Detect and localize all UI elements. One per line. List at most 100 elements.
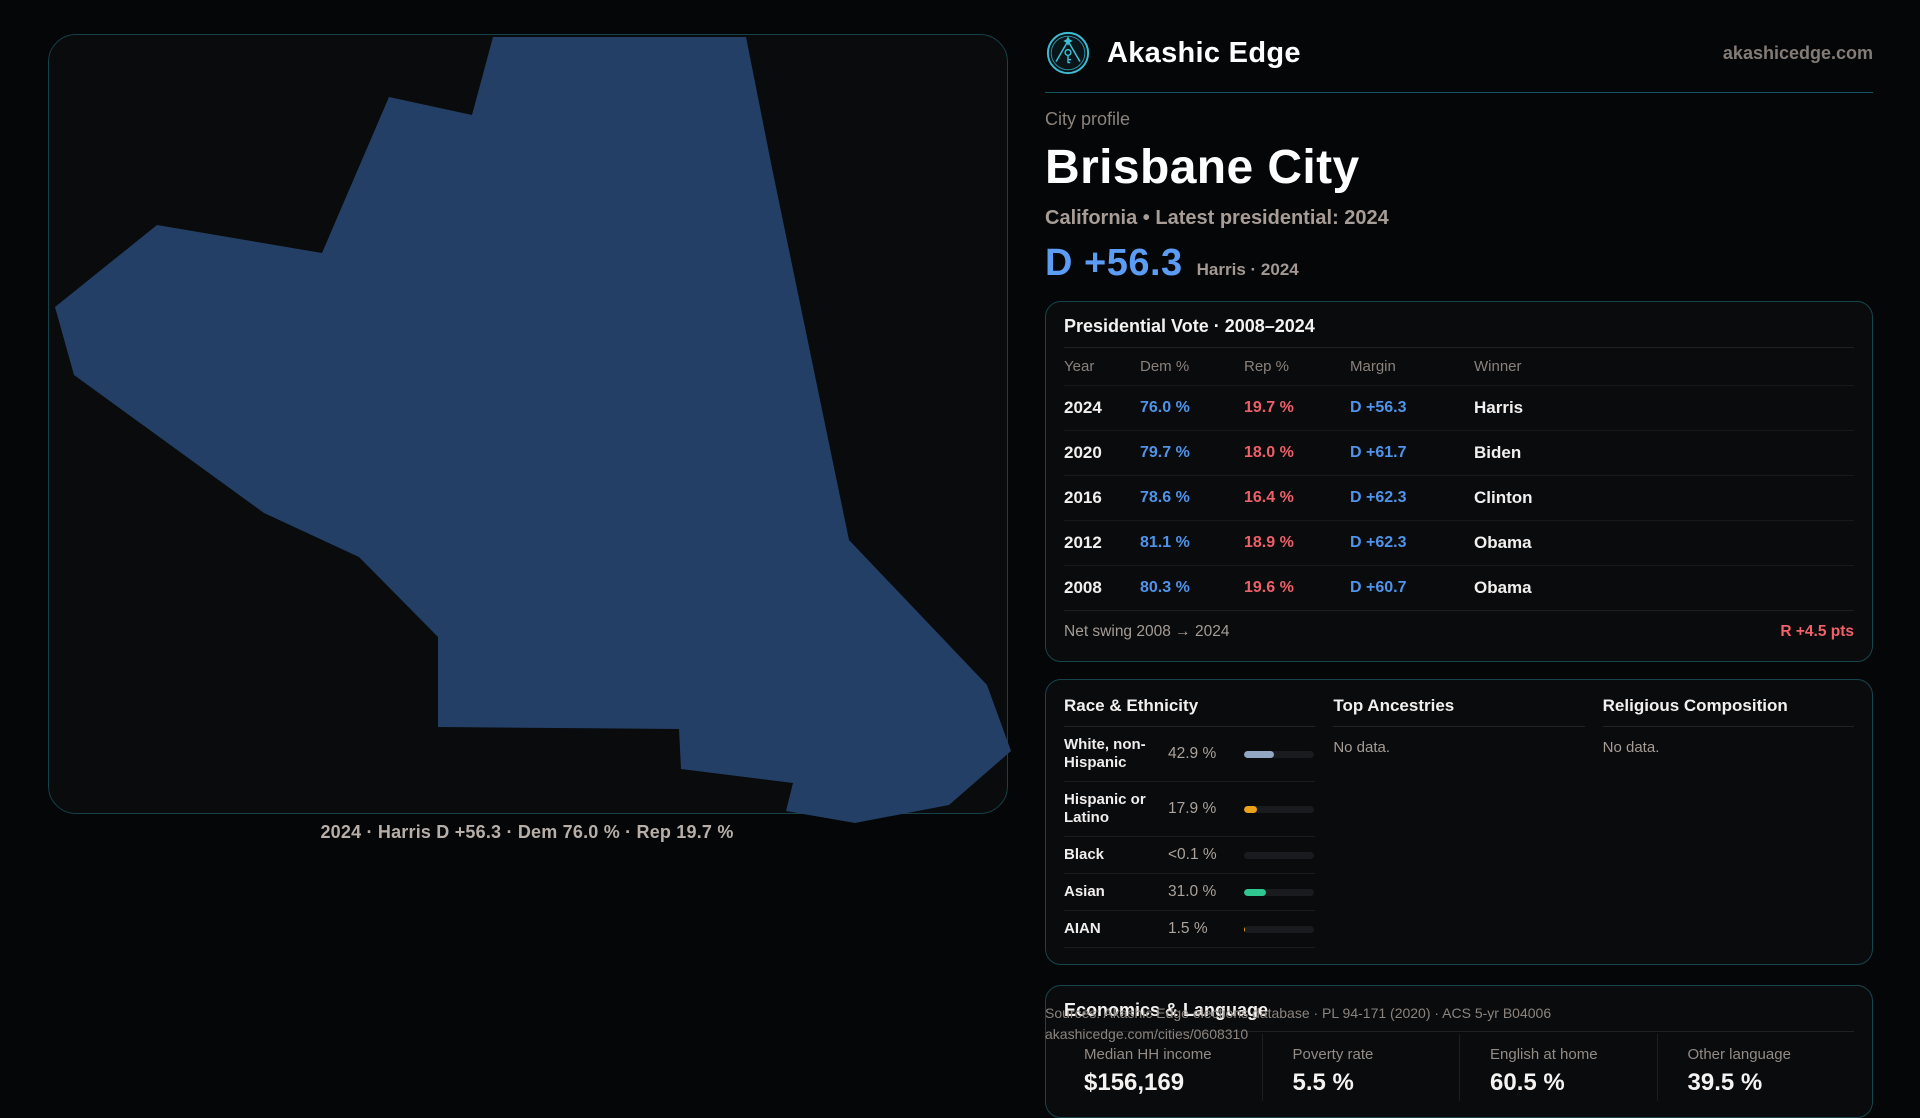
net-swing-value: R +4.5 pts bbox=[1780, 623, 1854, 640]
net-swing-label: Net swing 2008 → 2024 bbox=[1064, 623, 1230, 640]
vote-cell-margin: D +56.3 bbox=[1350, 399, 1407, 416]
eyebrow-label: City profile bbox=[1045, 109, 1131, 129]
economics-stat: Poverty rate 5.5 % bbox=[1261, 1034, 1460, 1101]
race-rows: White, non-Hispanic 42.9 % Hispanic or L… bbox=[1064, 727, 1316, 948]
vote-cell-year: 2024 bbox=[1064, 398, 1102, 417]
sources-footer: Sources: Akashic Edge elections database… bbox=[1045, 1003, 1551, 1045]
race-bar-fill bbox=[1244, 888, 1266, 896]
race-bar bbox=[1244, 805, 1314, 813]
race-bar-fill bbox=[1244, 925, 1246, 933]
vote-cell-margin: D +61.7 bbox=[1350, 444, 1407, 461]
economics-stat: Other language 39.5 % bbox=[1656, 1034, 1855, 1101]
vote-cell-dem: 76.0 % bbox=[1140, 399, 1190, 416]
brand-name: Akashic Edge bbox=[1107, 36, 1301, 69]
race-bar-fill bbox=[1244, 750, 1275, 758]
net-swing-row: Net swing 2008 → 2024 R +4.5 pts bbox=[1064, 610, 1854, 651]
race-value: 42.9 % bbox=[1168, 745, 1217, 762]
vote-table-body: 2024 76.0 % 19.7 % D +56.3 Harris 2020 7… bbox=[1064, 385, 1854, 610]
race-bar bbox=[1244, 888, 1314, 896]
vote-table-row: 2012 81.1 % 18.9 % D +62.3 Obama bbox=[1064, 520, 1854, 565]
ancestries-no-data-text: No data. bbox=[1333, 739, 1391, 756]
race-row: White, non-Hispanic 42.9 % bbox=[1064, 727, 1316, 782]
city-boundary-map bbox=[55, 37, 1011, 823]
vote-table-row: 2020 79.7 % 18.0 % D +61.7 Biden bbox=[1064, 430, 1854, 475]
vote-table-row: 2008 80.3 % 19.6 % D +60.7 Obama bbox=[1064, 565, 1854, 610]
headline-margin-row: D +56.3 Harris · 2024 bbox=[1045, 242, 1873, 285]
vote-table-header: Year Dem % Rep % Margin Winner bbox=[1064, 348, 1854, 385]
vote-column-header-dem: Dem % bbox=[1140, 358, 1190, 375]
race-ethnicity-title: Race & Ethnicity bbox=[1064, 696, 1316, 727]
race-bar bbox=[1244, 851, 1314, 859]
race-bar-fill bbox=[1244, 805, 1257, 813]
vote-cell-year: 2020 bbox=[1064, 443, 1102, 462]
stat-label: Other language bbox=[1687, 1046, 1791, 1063]
city-profile-page: { "brand": { "name": "Akashic Edge", "do… bbox=[48, 0, 1873, 1118]
vote-cell-winner: Biden bbox=[1474, 443, 1522, 462]
top-ancestries-title: Top Ancestries bbox=[1333, 696, 1585, 727]
stat-label: Median HH income bbox=[1084, 1046, 1212, 1063]
city-boundary-map-panel bbox=[48, 34, 1011, 823]
city-boundary-shape bbox=[55, 37, 1011, 823]
religious-composition-title: Religious Composition bbox=[1602, 696, 1854, 727]
vote-card-title: Presidential Vote · 2008–2024 bbox=[1064, 316, 1854, 348]
profile-column: Akashic Edge akashicedge.com City profil… bbox=[1045, 0, 1873, 1118]
race-bar bbox=[1244, 750, 1314, 758]
vote-cell-rep: 19.6 % bbox=[1244, 579, 1294, 596]
page-subtitle: California • Latest presidential: 2024 bbox=[1045, 207, 1389, 229]
sources-line: Sources: Akashic Edge elections database… bbox=[1045, 1005, 1552, 1021]
headline-margin-note: Harris · 2024 bbox=[1196, 260, 1299, 279]
akashic-edge-logo-icon bbox=[1046, 31, 1090, 75]
race-value: 31.0 % bbox=[1168, 883, 1217, 900]
race-label: White, non-Hispanic bbox=[1064, 736, 1146, 771]
vote-cell-rep: 19.7 % bbox=[1244, 399, 1294, 416]
religious-composition-section: Religious Composition No data. bbox=[1602, 696, 1854, 948]
demographics-card: Race & Ethnicity White, non-Hispanic 42.… bbox=[1045, 679, 1873, 965]
vote-cell-dem: 78.6 % bbox=[1140, 489, 1190, 506]
stat-value: 60.5 % bbox=[1490, 1069, 1565, 1096]
brand-domain-link[interactable]: akashicedge.com bbox=[1722, 42, 1873, 63]
stat-value: 5.5 % bbox=[1292, 1069, 1354, 1096]
vote-column-header-rep: Rep % bbox=[1244, 358, 1290, 375]
race-row: AIAN 1.5 % bbox=[1064, 911, 1316, 948]
page-title: Brisbane City bbox=[1045, 141, 1360, 194]
vote-cell-margin: D +62.3 bbox=[1350, 489, 1407, 506]
race-value: <0.1 % bbox=[1168, 846, 1217, 863]
headline-margin-value: D +56.3 bbox=[1045, 242, 1183, 284]
vote-cell-dem: 81.1 % bbox=[1140, 534, 1190, 551]
stat-value: $156,169 bbox=[1084, 1069, 1185, 1096]
vote-cell-winner: Obama bbox=[1474, 578, 1532, 597]
presidential-vote-card: Presidential Vote · 2008–2024 Year Dem %… bbox=[1045, 301, 1873, 662]
race-row: Asian 31.0 % bbox=[1064, 874, 1316, 911]
vote-table-row: 2024 76.0 % 19.7 % D +56.3 Harris bbox=[1064, 385, 1854, 430]
vote-column-header-winner: Winner bbox=[1474, 358, 1522, 375]
vote-cell-winner: Harris bbox=[1474, 398, 1524, 417]
vote-cell-margin: D +62.3 bbox=[1350, 534, 1407, 551]
vote-cell-dem: 79.7 % bbox=[1140, 444, 1190, 461]
vote-cell-year: 2012 bbox=[1064, 533, 1102, 552]
race-ethnicity-section: Race & Ethnicity White, non-Hispanic 42.… bbox=[1064, 696, 1316, 948]
stat-label: Poverty rate bbox=[1292, 1046, 1374, 1063]
race-row: Hispanic or Latino 17.9 % bbox=[1064, 782, 1316, 837]
vote-cell-rep: 18.0 % bbox=[1244, 444, 1294, 461]
vote-column-header-margin: Margin bbox=[1350, 358, 1396, 375]
vote-cell-year: 2008 bbox=[1064, 578, 1102, 597]
race-label: Black bbox=[1064, 846, 1105, 863]
economics-stat: English at home 60.5 % bbox=[1459, 1034, 1657, 1101]
race-bar bbox=[1244, 925, 1314, 933]
vote-cell-year: 2016 bbox=[1064, 488, 1102, 507]
vote-cell-winner: Clinton bbox=[1474, 488, 1533, 507]
race-label: Hispanic or Latino bbox=[1064, 791, 1146, 826]
race-label: AIAN bbox=[1064, 920, 1101, 937]
site-header: Akashic Edge akashicedge.com bbox=[1045, 0, 1873, 93]
economics-stats-row: Median HH income $156,169 Poverty rate 5… bbox=[1064, 1034, 1854, 1101]
vote-cell-winner: Obama bbox=[1474, 533, 1532, 552]
vote-cell-margin: D +60.7 bbox=[1350, 579, 1407, 596]
map-caption: 2024 · Harris D +56.3 · Dem 76.0 % · Rep… bbox=[320, 822, 734, 842]
profile-url-link[interactable]: akashicedge.com/cities/0608310 bbox=[1045, 1026, 1249, 1042]
vote-column-header-year: Year bbox=[1064, 358, 1095, 375]
religion-no-data-text: No data. bbox=[1602, 739, 1660, 756]
race-row: Black <0.1 % bbox=[1064, 837, 1316, 874]
vote-table-row: 2016 78.6 % 16.4 % D +62.3 Clinton bbox=[1064, 475, 1854, 520]
race-label: Asian bbox=[1064, 883, 1105, 900]
top-ancestries-section: Top Ancestries No data. bbox=[1333, 696, 1585, 948]
